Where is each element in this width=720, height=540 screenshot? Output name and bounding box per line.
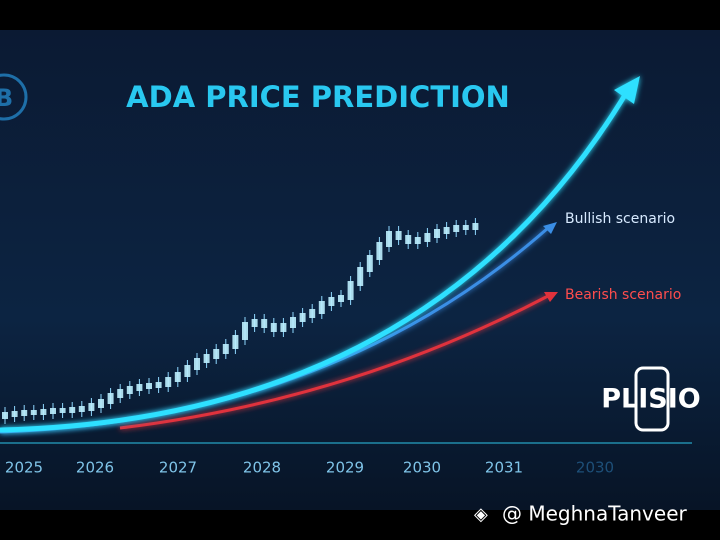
- candle-body: [107, 393, 114, 404]
- candle-body: [174, 372, 181, 382]
- candle-body: [30, 410, 37, 415]
- candle-body: [462, 225, 469, 230]
- candle-body: [290, 317, 296, 328]
- candle-body: [309, 309, 316, 318]
- candle-body: [242, 322, 248, 340]
- title: ADA PRICE PREDICTION: [126, 80, 510, 114]
- candle-body: [203, 354, 210, 363]
- watermark-icon: ◈: [474, 504, 488, 525]
- bullish-label: Bullish scenario: [565, 211, 675, 227]
- candle-body: [366, 255, 373, 272]
- candles: [2, 218, 479, 424]
- brand: PLISIO: [601, 384, 700, 415]
- candle-body: [405, 235, 412, 244]
- candle-body: [299, 313, 306, 322]
- candle-body: [21, 410, 28, 416]
- x-label: 2029: [326, 459, 364, 477]
- candle-body: [2, 412, 8, 419]
- bearish-arrow: [544, 292, 558, 302]
- x-label: 2026: [76, 459, 114, 477]
- candle-body: [424, 233, 431, 242]
- x-label: 2031: [485, 459, 523, 477]
- candle-body: [328, 297, 335, 306]
- candle-body: [59, 408, 66, 413]
- candle-body: [11, 411, 18, 417]
- candle-body: [69, 407, 76, 413]
- x-label: 2030: [403, 459, 441, 477]
- watermark: @ MeghnaTanveer: [502, 502, 688, 526]
- main-arrow: [614, 76, 640, 104]
- x-label: 2030: [576, 459, 614, 477]
- x-labels: 2025 2026 2027 2028 2029 2030 2031 2030: [5, 459, 614, 477]
- candle-body: [232, 335, 239, 349]
- candle-body: [136, 384, 143, 391]
- candle-body: [318, 301, 325, 314]
- candle-body: [434, 229, 440, 238]
- candle-body: [443, 227, 450, 234]
- candle-body: [251, 319, 258, 327]
- candle-body: [338, 295, 344, 302]
- logo-ring: [0, 73, 28, 121]
- candle-body: [376, 242, 383, 260]
- candle-body: [184, 365, 191, 377]
- candle-body: [146, 383, 152, 389]
- candle-body: [165, 377, 172, 387]
- candle-body: [414, 237, 421, 244]
- main-curve: [0, 88, 631, 433]
- candle-body: [117, 389, 124, 398]
- candle-body: [155, 382, 162, 388]
- x-label: 2027: [159, 459, 197, 477]
- candle-body: [270, 323, 277, 332]
- candle-body: [222, 344, 229, 354]
- logo-letter: B: [0, 84, 13, 112]
- candle-body: [50, 408, 56, 414]
- brand-phone: [634, 366, 670, 432]
- bearish-label: Bearish scenario: [565, 287, 681, 303]
- x-label: 2025: [5, 459, 43, 477]
- x-label: 2028: [243, 459, 281, 477]
- bullish-arrow: [543, 222, 557, 234]
- candle-body: [472, 223, 479, 230]
- candle-body: [194, 358, 200, 370]
- candle-body: [88, 403, 95, 411]
- candle-body: [78, 406, 85, 412]
- candle-body: [280, 323, 287, 332]
- candle-body: [213, 349, 220, 359]
- candle-body: [261, 319, 268, 328]
- candle-body: [395, 231, 402, 240]
- candle-body: [98, 399, 104, 408]
- candle-body: [40, 409, 47, 415]
- bearish-curve: [119, 294, 549, 430]
- candle-body: [453, 225, 460, 232]
- candle-body: [357, 267, 364, 286]
- candle-body: [386, 231, 392, 247]
- candle-body: [347, 281, 354, 300]
- candle-body: [126, 386, 133, 394]
